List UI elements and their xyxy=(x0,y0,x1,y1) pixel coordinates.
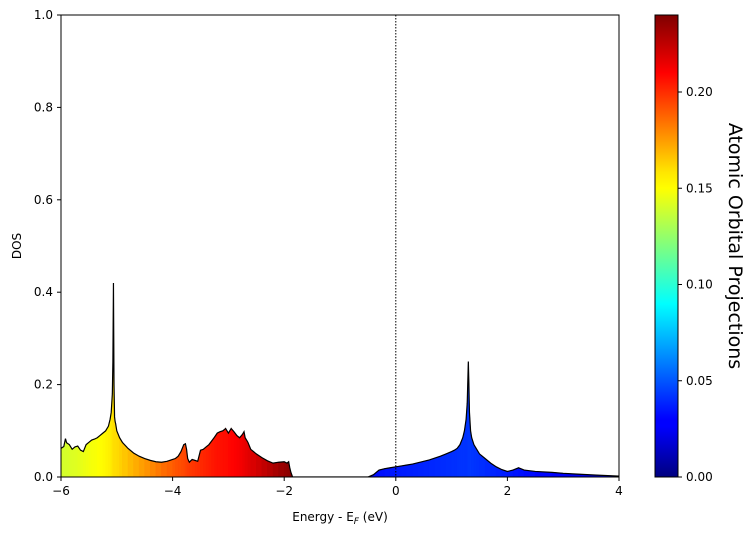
dos-fill-segment xyxy=(77,445,81,477)
x-axis-ticks: −6 −4 −2 0 2 4 xyxy=(52,477,623,498)
colorbar-label: Atomic Orbital Projections xyxy=(724,123,746,369)
dos-fill-segment xyxy=(71,446,76,477)
y-tick-label: 0.8 xyxy=(34,100,53,114)
dos-fill-segment xyxy=(144,458,151,477)
colorbar-tick-label: 0.05 xyxy=(686,374,713,388)
dos-fill-segment xyxy=(219,430,224,477)
dos-fill-segment xyxy=(434,455,441,477)
dos-fill-segment xyxy=(99,432,104,477)
dos-fill-segment xyxy=(94,437,98,477)
x-tick-label: −6 xyxy=(52,484,70,498)
dos-fill-segment xyxy=(80,449,84,477)
dos-fill-segment xyxy=(451,449,455,477)
dos-fill-segment xyxy=(454,447,458,477)
dos-fill-segment xyxy=(244,436,249,477)
dos-fill-segment xyxy=(202,446,207,477)
dos-fill-segment xyxy=(417,460,425,477)
plot-area: −6 −4 −2 0 2 4 0.0 0.2 0.4 0.6 0.8 1.0 Energy - EF… xyxy=(10,8,623,527)
dos-fill-segment xyxy=(119,436,123,477)
colorbar: 0.00 0.05 0.10 0.15 0.20 Atomic Orbital Proj… xyxy=(654,14,746,484)
dos-fill-segment xyxy=(74,445,79,477)
plot-frame xyxy=(60,14,620,478)
dos-fill-segment xyxy=(216,431,221,477)
dos-fill-segment xyxy=(88,439,92,477)
dos-fill-segment xyxy=(406,463,413,477)
dos-fill-segment xyxy=(239,433,243,477)
x-tick-label: 2 xyxy=(504,484,512,498)
dos-fill-segment xyxy=(456,443,461,477)
dos-fill-segment xyxy=(445,451,452,477)
y-tick-label: 0.6 xyxy=(34,193,53,207)
y-tick-label: 1.0 xyxy=(34,8,53,22)
colorbar-tick-label: 0.00 xyxy=(686,470,713,484)
y-tick-label: 0.2 xyxy=(34,378,53,392)
colorbar-tick-label: 0.20 xyxy=(686,85,713,99)
dos-fill-segment xyxy=(85,441,90,477)
dos-fill-segment xyxy=(149,459,157,477)
dos-fill-segment xyxy=(395,465,402,477)
dos-fill-segment xyxy=(155,461,162,477)
x-axis-label: Energy - EF (eV) xyxy=(292,510,388,527)
dos-fill-segment xyxy=(401,464,408,477)
dos-fill-segment xyxy=(283,461,288,477)
dos-fill-segment xyxy=(205,444,210,477)
dos-fill-layer xyxy=(61,282,619,477)
dos-fill-segment xyxy=(228,427,232,477)
x-tick-label: 4 xyxy=(615,484,623,498)
dos-fill-segment xyxy=(225,427,229,477)
dos-fill-segment xyxy=(200,448,204,477)
colorbar-ticks: 0.00 0.05 0.10 0.15 0.20 xyxy=(678,85,713,484)
dos-fill-segment xyxy=(230,427,235,477)
y-axis-label: DOS xyxy=(10,233,24,259)
dos-fill-segment xyxy=(233,430,238,477)
y-tick-label: 0.0 xyxy=(34,470,53,484)
colorbar-scale xyxy=(654,14,679,478)
dos-fill-segment xyxy=(102,430,106,477)
dos-fill-segment xyxy=(105,425,109,477)
dos-fill-segment xyxy=(161,460,168,477)
x-tick-label: 0 xyxy=(392,484,400,498)
dos-fill-segment xyxy=(389,466,397,477)
dos-fill-segment xyxy=(214,432,218,477)
dos-fill-segment xyxy=(272,461,279,477)
dos-fill-segment xyxy=(66,442,70,477)
dos-fill-segment xyxy=(175,455,179,477)
dos-fill-segment xyxy=(278,461,285,477)
colorbar-tick-label: 0.10 xyxy=(686,278,713,292)
x-tick-label: −4 xyxy=(164,484,182,498)
dos-outline-line xyxy=(61,282,619,477)
dos-fill-segment xyxy=(423,459,430,477)
dos-fill-segment xyxy=(166,459,173,477)
x-tick-label: −2 xyxy=(275,484,293,498)
dos-fill-segment xyxy=(428,457,436,477)
dos-fill-segment xyxy=(222,427,226,477)
dos-fill-segment xyxy=(412,462,419,477)
dos-fill-segment xyxy=(191,459,196,477)
dos-fill-segment xyxy=(91,438,95,477)
dos-fill-segment xyxy=(440,453,447,477)
y-tick-label: 0.4 xyxy=(34,285,53,299)
dos-fill-segment xyxy=(96,434,101,477)
dos-fill-segment xyxy=(172,458,176,477)
dos-fill-segment xyxy=(211,436,215,477)
dos-fill-segment xyxy=(194,459,199,477)
colorbar-tick-label: 0.15 xyxy=(686,181,713,195)
y-axis-ticks: 0.0 0.2 0.4 0.6 0.8 1.0 xyxy=(34,8,61,484)
dos-fill-segment xyxy=(133,452,140,477)
dos-fill-segment xyxy=(138,455,145,477)
dos-fill-segment xyxy=(208,440,212,477)
dos-fill-segment xyxy=(236,434,240,477)
